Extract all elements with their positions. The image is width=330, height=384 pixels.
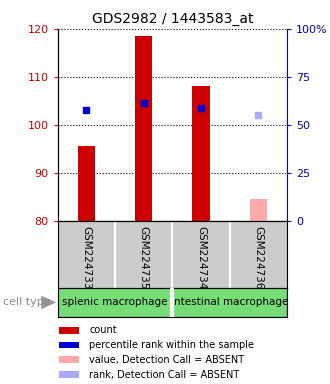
Text: cell type: cell type	[3, 297, 51, 308]
Text: intestinal macrophage: intestinal macrophage	[171, 297, 288, 308]
Text: value, Detection Call = ABSENT: value, Detection Call = ABSENT	[89, 355, 244, 365]
Bar	[173, 288, 287, 317]
Text: GSM224733: GSM224733	[82, 226, 91, 290]
Bar	[192, 86, 210, 221]
Text: GSM224735: GSM224735	[139, 226, 149, 290]
Bar	[59, 371, 79, 378]
Text: count: count	[89, 325, 117, 335]
Title: GDS2982 / 1443583_at: GDS2982 / 1443583_at	[92, 12, 253, 26]
Text: rank, Detection Call = ABSENT: rank, Detection Call = ABSENT	[89, 369, 239, 380]
Bar	[78, 146, 95, 221]
Bar	[250, 199, 267, 221]
Text: GSM224736: GSM224736	[253, 226, 263, 290]
Text: splenic macrophage: splenic macrophage	[62, 297, 168, 308]
Bar	[59, 327, 79, 334]
Polygon shape	[41, 296, 56, 309]
Bar	[59, 356, 79, 363]
Text: GSM224734: GSM224734	[196, 226, 206, 290]
Bar	[59, 342, 79, 348]
Bar	[135, 36, 152, 221]
Text: percentile rank within the sample: percentile rank within the sample	[89, 340, 254, 350]
Bar	[58, 288, 173, 317]
